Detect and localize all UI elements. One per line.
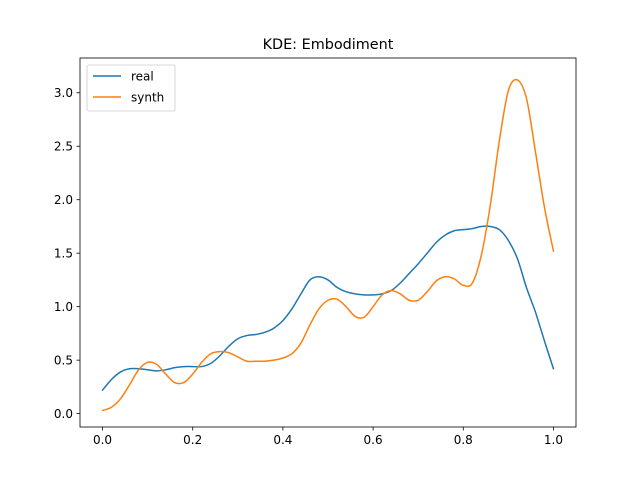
x-tick-label: 0.6 (364, 433, 383, 447)
plot-frame (79, 57, 577, 428)
x-tick-label: 0.8 (454, 433, 473, 447)
y-tick-label: 3.0 (54, 86, 73, 100)
chart-title: KDE: Embodiment (263, 37, 394, 53)
legend-label-real: real (131, 69, 154, 83)
x-tick-label: 0.2 (183, 433, 202, 447)
legend: real synth (86, 64, 176, 112)
legend-label-synth: synth (131, 90, 164, 104)
x-tick-label: 0.4 (273, 433, 292, 447)
axes-layer: 0.0 0.2 0.4 0.6 0.8 1.0 0.0 0.5 1.0 1.5 2.0 2.5 3.0 (54, 57, 577, 447)
series-line-synth (101, 78, 555, 412)
y-tick-label: 1.0 (54, 300, 73, 314)
x-tick-label: 0.0 (93, 433, 112, 447)
y-tick-label: 2.5 (54, 139, 73, 153)
y-tick-label: 0.5 (54, 353, 73, 367)
series-layer (101, 78, 555, 412)
x-tick-label: 1.0 (544, 433, 563, 447)
series-line-real (101, 225, 555, 392)
y-tick-label: 0.0 (54, 407, 73, 421)
y-tick-label: 1.5 (54, 246, 73, 260)
y-tick-label: 2.0 (54, 193, 73, 207)
